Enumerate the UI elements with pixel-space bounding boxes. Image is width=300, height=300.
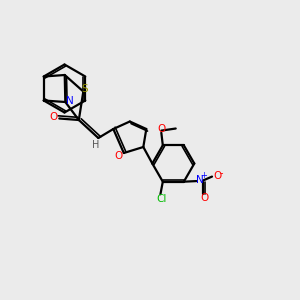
- Text: -: -: [220, 168, 224, 178]
- Text: O: O: [200, 193, 208, 203]
- Text: O: O: [114, 151, 122, 161]
- Text: N: N: [196, 176, 204, 185]
- Text: O: O: [50, 112, 58, 122]
- Text: +: +: [200, 172, 207, 181]
- Text: S: S: [82, 83, 88, 94]
- Text: H: H: [92, 140, 99, 150]
- Text: O: O: [158, 124, 166, 134]
- Text: O: O: [213, 171, 221, 181]
- Text: Cl: Cl: [156, 194, 167, 204]
- Text: N: N: [66, 95, 74, 106]
